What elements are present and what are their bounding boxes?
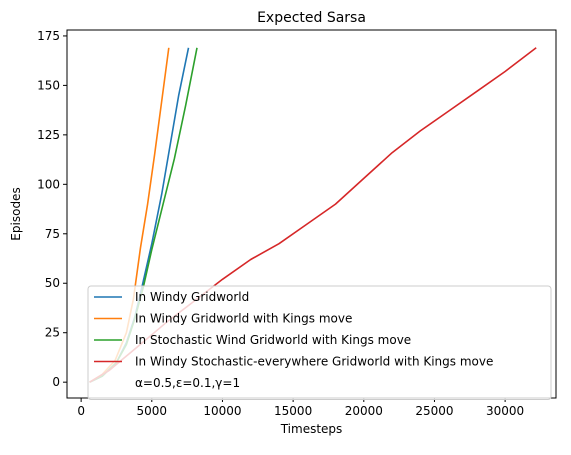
y-tick-label: 175 xyxy=(37,29,60,43)
y-axis-label: Episodes xyxy=(9,187,23,240)
legend-entry-3: In Windy Stochastic-everywhere Gridworld… xyxy=(135,355,493,369)
y-tick-label: 0 xyxy=(52,375,60,389)
legend-entry-2: In Stochastic Wind Gridworld with Kings … xyxy=(135,333,411,347)
x-tick-label: 15000 xyxy=(274,404,312,418)
y-tick-label: 150 xyxy=(37,78,60,92)
legend: In Windy Gridworld In Windy Gridworld wit… xyxy=(87,285,552,400)
x-tick-label: 10000 xyxy=(203,404,241,418)
x-tick-label: 20000 xyxy=(345,404,383,418)
legend-entry-0: In Windy Gridworld xyxy=(135,290,249,304)
y-tick-label: 75 xyxy=(45,227,60,241)
legend-box xyxy=(87,285,552,400)
x-tick-label: 30000 xyxy=(486,404,524,418)
y-tick-label: 100 xyxy=(37,177,60,191)
y-axis: 0 25 50 75 100 125 150 175 xyxy=(37,29,67,389)
x-tick-label: 5000 xyxy=(137,404,168,418)
y-tick-label: 25 xyxy=(45,326,60,340)
x-tick-label: 0 xyxy=(77,404,85,418)
x-tick-label: 25000 xyxy=(415,404,453,418)
y-tick-label: 50 xyxy=(45,276,60,290)
x-axis: 0 5000 10000 15000 20000 25000 30000 xyxy=(77,398,524,418)
legend-note: α=0.5,ε=0.1,γ=1 xyxy=(135,376,240,390)
legend-entry-1: In Windy Gridworld with Kings move xyxy=(135,312,352,326)
x-axis-label: Timesteps xyxy=(280,422,343,436)
y-tick-label: 125 xyxy=(37,128,60,142)
chart-title: Expected Sarsa xyxy=(257,10,366,26)
